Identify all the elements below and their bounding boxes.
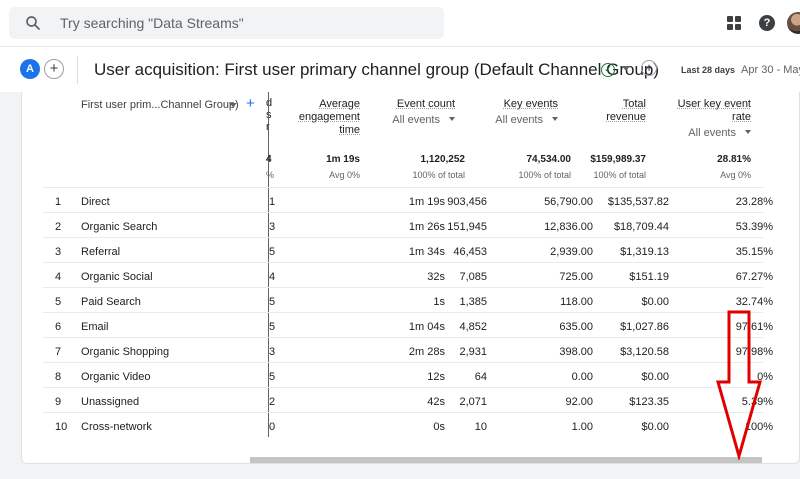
event-filter-dropdown[interactable]: All events (392, 114, 455, 127)
table-row[interactable]: 10 Cross-network 0 0s 10 1.00 $0.00 100% (43, 412, 763, 437)
date-range-value: Apr 30 - May 2 (741, 64, 800, 76)
report-header: A + User acquisition: First user primary… (0, 46, 800, 92)
header-user-key-event-rate[interactable]: User key event rate All events (678, 98, 751, 140)
header-divider (77, 56, 78, 84)
table-row[interactable]: 3 Referral 5 1m 34s 46,453 2,939.00 $1,319.13 3… (43, 237, 763, 262)
header-key-events[interactable]: Key events All events (495, 98, 558, 127)
table-row[interactable]: 2 Organic Search 3 1m 26s 151,945 12,836.00 $1… (43, 212, 763, 237)
down-arrow-annotation (715, 310, 765, 460)
apps-grid-icon[interactable] (727, 16, 741, 30)
totals-event-count: 1,120,252 100% of total (412, 154, 465, 180)
cut-header-char: d (266, 97, 272, 109)
table-row[interactable]: 7 Organic Shopping 3 2m 28s 2,931 398.00 $3,12… (43, 337, 763, 362)
check-circle-icon[interactable]: ✓ (601, 63, 615, 77)
header-total-revenue[interactable]: Total revenue (606, 98, 646, 124)
avatar[interactable] (787, 12, 800, 34)
search-input[interactable]: Try searching "Data Streams" (9, 7, 444, 39)
account-badge[interactable]: A (20, 59, 40, 79)
horizontal-scrollbar[interactable] (250, 457, 762, 464)
chevron-down-icon[interactable] (229, 103, 237, 107)
totals-avg-time: 1m 19s Avg 0% (326, 154, 360, 180)
totals-rate: 28.81% Avg 0% (717, 154, 751, 180)
help-icon[interactable]: ? (759, 15, 775, 31)
table-row[interactable]: 9 Unassigned 2 42s 2,071 92.00 $123.35 5.39% (43, 387, 763, 412)
table-row[interactable]: 1 Direct 1 1m 19s 903,456 56,790.00 $135,537.8… (43, 187, 763, 212)
chevron-down-icon[interactable] (622, 66, 630, 71)
report-table-card: First user prim...Channel Group) + d s r… (21, 92, 800, 464)
page-title: User acquisition: First user primary cha… (94, 60, 659, 80)
header-avg-engagement-time[interactable]: Average engagement time (299, 98, 360, 137)
event-filter-dropdown[interactable]: All events (495, 114, 558, 127)
add-comparison-button[interactable]: + (641, 60, 657, 76)
table-row[interactable]: 6 Email 5 1m 04s 4,852 635.00 $1,027.86 97.61% (43, 312, 763, 337)
dimension-header[interactable]: First user prim...Channel Group) (81, 99, 239, 111)
add-dimension-button[interactable]: + (246, 95, 255, 112)
table-row[interactable]: 4 Organic Social 4 32s 7,085 725.00 $151.19 67.… (43, 262, 763, 287)
table-body: 1 Direct 1 1m 19s 903,456 56,790.00 $135,537.8… (43, 187, 763, 437)
top-bar: Try searching "Data Streams" ? (0, 0, 800, 46)
add-icon[interactable]: + (44, 59, 64, 79)
header-event-count[interactable]: Event count All events (392, 98, 455, 127)
date-range-label: Last 28 days (681, 65, 735, 75)
totals-key-events: 74,534.00 100% of total (518, 154, 571, 180)
table-row[interactable]: 5 Paid Search 5 1s 1,385 118.00 $0.00 32.74% (43, 287, 763, 312)
totals-revenue: $159,989.37 100% of total (590, 154, 646, 180)
table-row[interactable]: 8 Organic Video 5 12s 64 0.00 $0.00 0% (43, 362, 763, 387)
date-range-picker[interactable]: Last 28 days Apr 30 - May 2 (681, 64, 800, 76)
event-filter-dropdown[interactable]: All events (678, 127, 751, 140)
search-icon (24, 14, 42, 32)
totals-cut: 4 % (266, 154, 274, 180)
search-placeholder: Try searching "Data Streams" (60, 15, 244, 31)
